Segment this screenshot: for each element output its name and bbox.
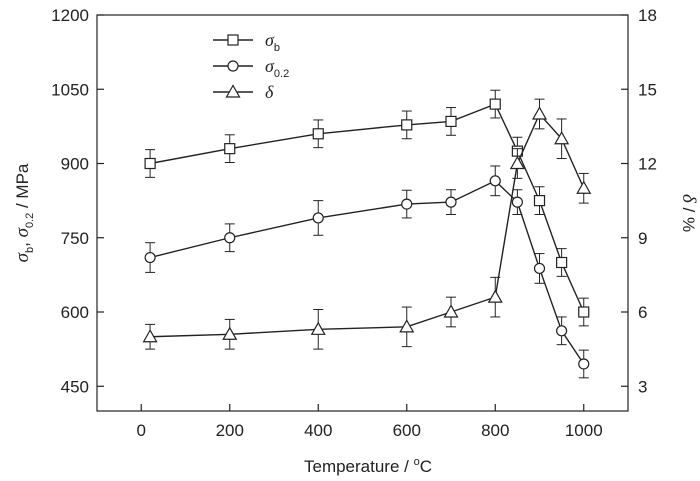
x-tick-label: 1000: [565, 421, 603, 440]
data-point-triangle: [222, 326, 238, 340]
left-y-tick-label: 900: [61, 155, 89, 174]
data-point-square: [489, 98, 501, 110]
series-layer: [142, 89, 592, 379]
data-point-circle: [401, 198, 413, 210]
right-y-tick-label: 12: [638, 155, 657, 174]
series-line-square: [149, 103, 585, 313]
left-y-tick-label: 1200: [51, 6, 89, 25]
data-point-square: [144, 157, 156, 170]
right-y-axis-title: δ / %: [678, 194, 699, 232]
left-y-tick-label: 750: [61, 229, 89, 248]
data-point-triangle: [554, 131, 570, 145]
legend-marker-square: [227, 34, 239, 46]
data-point-triangle: [310, 321, 326, 335]
data-point-square: [578, 306, 590, 318]
legend-entry-triangle: δ: [213, 82, 274, 102]
series-line-circle: [149, 179, 585, 365]
data-point-circle: [489, 175, 501, 187]
data-point-circle: [533, 262, 546, 275]
data-point-square: [312, 128, 324, 140]
right-y-tick-label: 6: [638, 303, 647, 322]
data-point-triangle: [576, 180, 592, 194]
legend-label: σ0.2: [265, 56, 289, 80]
legend-label: σb: [265, 30, 280, 54]
data-point-triangle: [443, 304, 459, 318]
left-y-tick-label: 1050: [51, 80, 89, 99]
data-point-triangle: [509, 155, 525, 170]
data-point-circle: [511, 196, 523, 208]
data-point-circle: [445, 196, 457, 208]
x-tick-label: 0: [137, 421, 146, 440]
x-tick-label: 400: [304, 421, 332, 440]
series-line-triangle: [150, 112, 585, 338]
x-tick-label: 800: [481, 421, 509, 440]
legend-marker-triangle: [225, 84, 241, 98]
legend-entry-circle: σ0.2: [213, 56, 289, 80]
left-y-tick-label: 600: [61, 303, 89, 322]
x-axis-title: Temperature / oC: [304, 456, 432, 476]
data-point-square: [401, 119, 413, 131]
series-circle: [144, 165, 590, 379]
data-point-circle: [312, 212, 324, 224]
plot-frame: [96, 14, 629, 412]
legend-label: δ: [265, 82, 274, 102]
x-tick-label: 200: [216, 421, 244, 440]
svg-text:σb, σ0.2 / MPa: σb, σ0.2 / MPa: [12, 163, 36, 262]
data-point-square: [533, 195, 546, 207]
svg-text:δ / %: δ / %: [678, 194, 699, 232]
data-point-circle: [144, 251, 156, 264]
data-point-triangle: [531, 106, 548, 120]
data-point-triangle: [487, 289, 503, 303]
x-axis: 0 200 400 600 800 1000: [137, 404, 603, 440]
data-point-circle: [556, 325, 568, 337]
legend-marker-circle: [227, 60, 239, 72]
right-y-tick-label: 15: [638, 80, 657, 99]
x-tick-label: 600: [393, 421, 421, 440]
series-square: [144, 89, 590, 327]
right-y-tick-label: 9: [638, 229, 647, 248]
left-y-axis-title: σb, σ0.2 / MPa: [12, 163, 36, 262]
data-point-circle: [578, 358, 590, 370]
left-y-tick-label: 450: [61, 377, 89, 396]
left-y-axis: 450 600 750 900 1050 1200: [51, 6, 104, 396]
right-y-tick-label: 18: [638, 6, 657, 25]
data-point-square: [556, 256, 568, 269]
right-y-tick-label: 3: [638, 377, 647, 396]
legend-entry-square: σb: [213, 30, 280, 54]
right-y-axis: 3 6 9 12 15 18: [621, 6, 657, 396]
series-triangle: [142, 98, 592, 350]
data-point-square: [224, 143, 236, 155]
data-point-triangle: [399, 319, 415, 333]
data-point-triangle: [142, 329, 158, 343]
data-point-circle: [224, 232, 236, 244]
data-point-square: [445, 115, 457, 128]
